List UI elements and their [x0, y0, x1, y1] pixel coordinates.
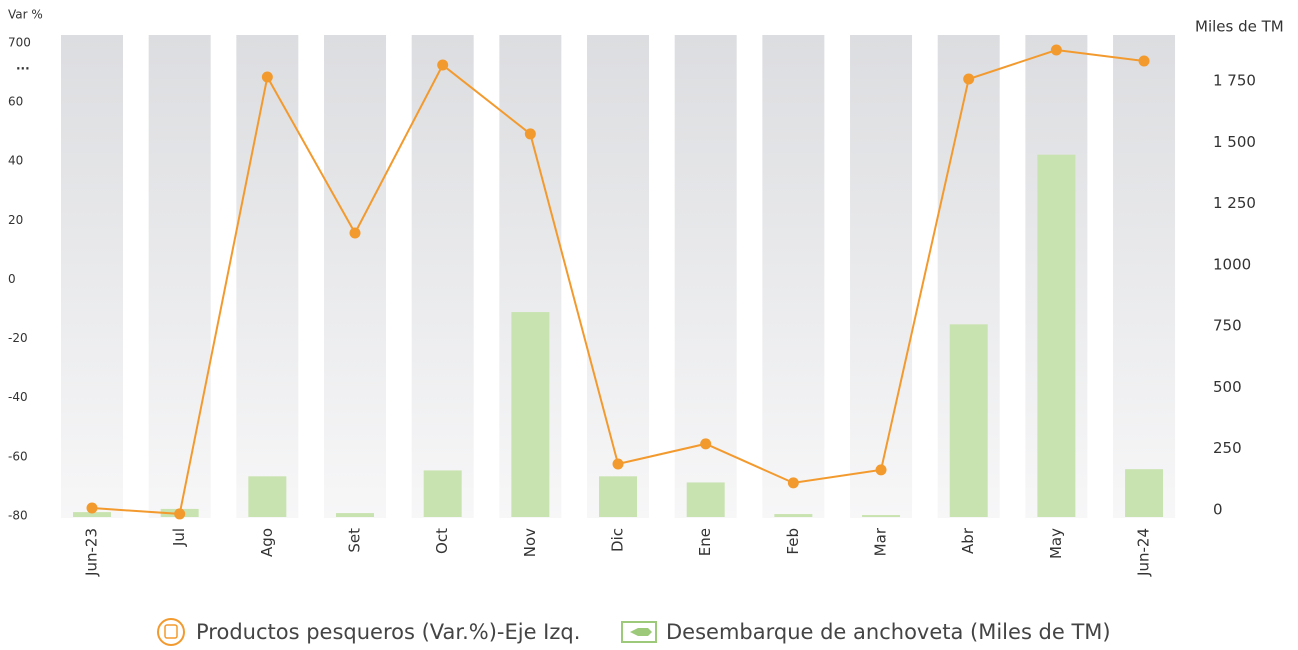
bar — [599, 476, 638, 517]
column-background — [1113, 35, 1176, 518]
x-tick-label: Dic — [609, 528, 627, 552]
y2-tick-label: 1 750 — [1213, 72, 1256, 90]
column-background — [587, 35, 650, 518]
y2-tick-label: 500 — [1213, 378, 1242, 396]
y2-tick-label: 1 250 — [1213, 194, 1256, 212]
y-tick-label: 40 — [8, 154, 23, 168]
column-background — [61, 35, 123, 518]
x-tick-label: Ene — [696, 528, 714, 556]
y-tick-label: 20 — [8, 213, 23, 227]
x-tick-label: Mar — [872, 527, 890, 556]
line-point — [349, 227, 361, 239]
bar — [511, 312, 550, 517]
legend-icon-inner — [164, 624, 178, 639]
bar — [73, 512, 111, 517]
bar — [423, 470, 462, 517]
bar — [248, 476, 287, 517]
y-tick-label: 0 — [8, 272, 16, 286]
y2-tick-label: 0 — [1213, 501, 1223, 519]
bar — [949, 324, 988, 517]
bar — [862, 515, 901, 517]
legend-icon-fish — [630, 628, 652, 636]
bar — [1125, 469, 1164, 517]
y-axis-label: Var % — [8, 8, 43, 22]
y2-tick-label: 250 — [1213, 439, 1242, 457]
line-point — [174, 508, 186, 520]
y-tick-label: -60 — [8, 449, 28, 463]
line-point — [524, 128, 536, 140]
x-tick-label: Feb — [784, 528, 802, 555]
y-tick-label: -80 — [8, 509, 28, 523]
x-tick-label: Set — [346, 528, 364, 553]
legend-icon — [157, 618, 185, 646]
line-point — [875, 464, 887, 476]
line-point — [700, 438, 712, 450]
x-tick-label: Ago — [258, 528, 276, 557]
y-tick-label: -40 — [8, 390, 28, 404]
x-tick-label: Jul — [170, 528, 188, 547]
y2-tick-label: 1 500 — [1213, 133, 1256, 151]
x-tick-label: Jun-23 — [83, 528, 101, 577]
axis-break: ... — [16, 59, 30, 73]
x-tick-label: May — [1047, 528, 1065, 559]
line-point — [787, 477, 799, 489]
bar — [686, 482, 725, 517]
y-tick-label: 60 — [8, 95, 23, 109]
column-background — [324, 35, 387, 518]
bar — [336, 513, 375, 517]
column-background — [236, 35, 299, 518]
line-point — [86, 502, 98, 514]
column-background — [411, 35, 474, 518]
column-background — [850, 35, 913, 518]
line-point — [963, 73, 975, 85]
y-tick-label: -20 — [8, 331, 28, 345]
y2-axis-label: Miles de TM — [1195, 18, 1284, 36]
y2-tick-label: 1000 — [1213, 255, 1251, 273]
x-tick-label: Nov — [521, 528, 539, 557]
bar — [774, 514, 813, 517]
y2-tick-label: 750 — [1213, 317, 1242, 335]
line-point — [1050, 44, 1062, 56]
column-background — [762, 35, 825, 518]
line-point — [612, 458, 624, 470]
legend-label: Desembarque de anchoveta (Miles de TM) — [666, 620, 1111, 644]
bar — [1037, 154, 1076, 517]
x-tick-label: Jun-24 — [1135, 528, 1153, 577]
legend-label: Productos pesqueros (Var.%)-Eje Izq. — [196, 620, 580, 644]
x-tick-label: Abr — [959, 527, 977, 554]
column-background — [674, 35, 737, 518]
line-point — [1138, 55, 1150, 67]
line-point — [437, 59, 449, 71]
y-tick-label: 700 — [8, 36, 31, 50]
column-background — [148, 35, 211, 518]
x-tick-label: Oct — [433, 528, 451, 554]
line-point — [261, 71, 273, 83]
